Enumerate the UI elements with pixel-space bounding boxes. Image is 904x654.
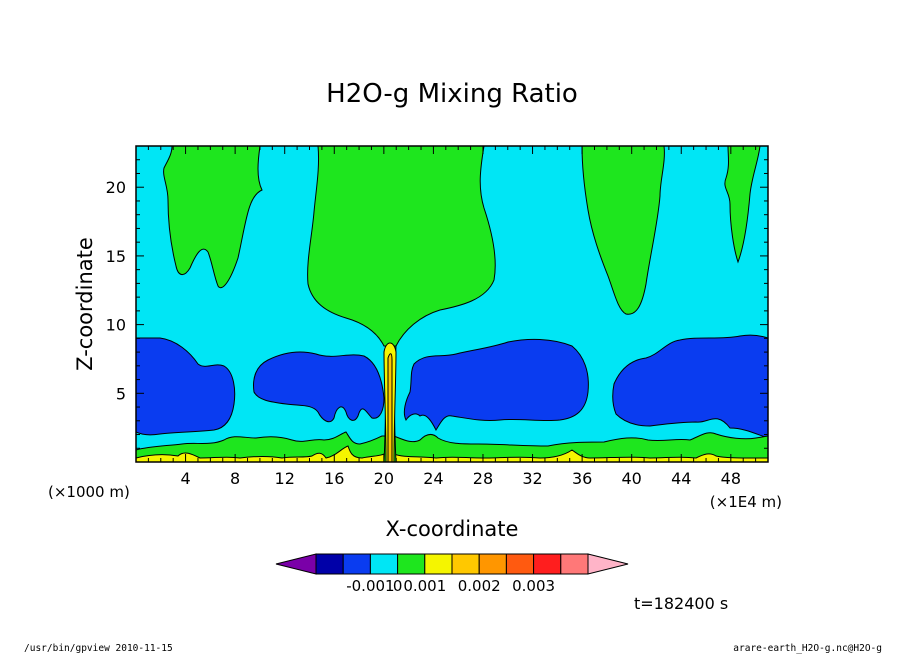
x-tick-label: 44 [671,469,691,488]
colorbar-under-triangle [275,553,317,575]
x-tick-label: 16 [324,469,344,488]
x-tick-label: 8 [230,469,240,488]
colorbar-tick-label: -0.001 [346,577,394,595]
x-unit-label: (×1E4 m) [710,493,782,511]
colorbar-swatch [315,553,344,575]
x-tick-label: 28 [473,469,493,488]
colorbar-swatch [478,553,507,575]
x-tick-label: 48 [721,469,741,488]
x-tick-label: 40 [622,469,642,488]
blue-region-2 [253,351,385,423]
plot-area [136,146,768,462]
central-column-orange [387,353,393,462]
colorbar-swatch [505,553,535,575]
x-tick-label: 4 [180,469,190,488]
x-tick-label: 20 [374,469,394,488]
y-tick-label: 5 [116,384,126,403]
y-tick-label: 15 [106,247,126,266]
blue-region-4 [612,334,768,439]
plot-frame [135,145,769,463]
chart-title: H2O-g Mixing Ratio [326,79,578,109]
colorbar-tick-label: 0.003 [512,577,555,595]
y-tick-label: 20 [106,178,126,197]
x-tick-label: 32 [522,469,542,488]
x-axis: 4 8 12 16 20 24 28 32 36 40 44 48 [147,146,757,488]
colorbar-tick-label: 0 [393,577,403,595]
green-band-low [136,431,768,462]
y-unit-label: (×1000 m) [48,483,130,501]
colorbar-swatch [342,553,371,575]
x-axis-title: X-coordinate [386,517,519,541]
colorbar-swatch [451,553,480,575]
blue-region-1 [136,337,236,436]
colorbar-swatch [397,553,426,575]
y-axis: 5 10 15 20 [106,159,768,449]
x-tick-label: 24 [423,469,443,488]
colorbar-tick-label: 0.002 [458,577,501,595]
blue-region-3 [403,338,589,431]
footer-right: arare-earth_H2O-g.nc@H2O-g [733,643,882,654]
colorbar-over-triangle [587,553,629,575]
time-annotation: t=182400 s [634,594,728,613]
colorbar-tick-label: 0.001 [403,577,446,595]
green-plume-left [163,146,263,289]
x-tick-label: 12 [275,469,295,488]
y-axis-title: Z-coordinate [73,237,97,371]
colorbar-swatch [533,553,562,575]
green-plume-far-right [724,146,761,264]
footer-left: /usr/bin/gpview 2010-11-15 [24,643,173,654]
y-tick-label: 10 [106,316,126,335]
x-tick-label: 36 [572,469,592,488]
colorbar-swatch [369,553,399,575]
colorbar-swatch [424,553,453,575]
green-plume-right [581,146,665,315]
colorbar-swatch [560,553,589,575]
